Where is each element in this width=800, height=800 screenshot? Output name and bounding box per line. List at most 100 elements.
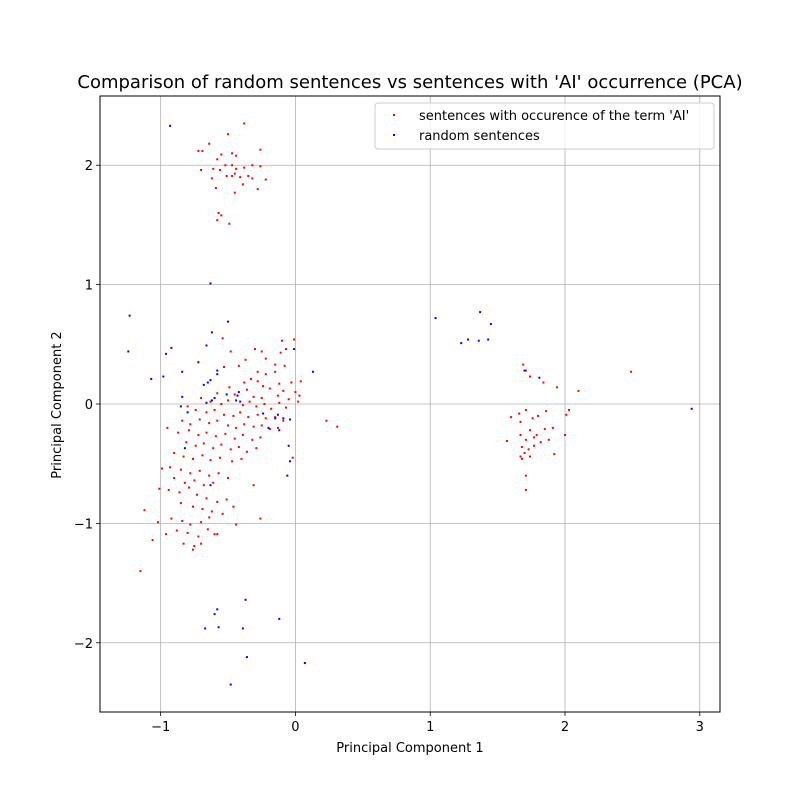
random-sentence-point [293,348,296,351]
ai-sentence-point [555,386,558,389]
ai-sentence-point [209,459,212,462]
ai-sentence-point [241,183,244,186]
ai-sentence-point [185,441,188,444]
ai-sentence-point [260,397,263,400]
ai-sentence-point [208,516,211,519]
ai-sentence-point [231,152,234,155]
ai-sentence-point [212,447,215,450]
ai-sentence-point [279,351,282,354]
ai-sentence-point [224,164,227,167]
ai-sentence-point [245,450,248,453]
random-sentence-point [311,370,314,373]
ai-sentence-point [522,363,525,366]
random-sentence-point [209,282,212,285]
ai-sentence-point [506,440,509,443]
ai-sentence-point [151,539,154,542]
random-sentence-point [181,370,184,373]
legend-label-ai: sentences with occurence of the term 'AI… [419,109,689,124]
ai-sentence-point [251,438,254,441]
random-sentence-point [181,395,184,398]
ai-sentence-point [247,174,250,177]
ai-sentence-point [196,493,199,496]
ai-sentence-point [143,509,146,512]
y-tick-label: −2 [74,637,93,652]
ai-sentence-point [577,389,580,392]
ai-sentence-point [255,447,258,450]
random-sentence-point [225,393,228,396]
ai-sentence-point [213,408,216,411]
random-sentence-point [162,375,165,378]
ai-sentence-point [228,222,231,225]
ai-sentence-point [183,481,186,484]
ai-sentence-point [519,420,522,423]
ai-sentence-point [282,419,285,422]
grid-lines [100,96,720,712]
ai-sentence-point [178,491,181,494]
random-sentence-point [434,317,437,320]
ai-sentence-point [531,417,534,420]
ai-sentence-point [181,419,184,422]
random-sentence-point [282,417,285,420]
ai-sentence-point [220,153,223,156]
ai-sentence-point [293,338,296,341]
ai-sentence-point [201,149,204,152]
ai-sentence-point [200,521,203,524]
ai-sentence-point [243,381,246,384]
random-sentence-point [237,391,240,394]
ai-sentence-point [264,178,267,181]
ai-sentence-point [202,442,205,445]
random-sentence-point [244,598,247,601]
ai-sentence-point [241,404,244,407]
random-sentence-point [169,124,172,127]
random-sentence-point [460,342,463,345]
random-sentence-point [183,447,186,450]
x-axis-label: Principal Component 1 [336,741,483,756]
ai-sentence-point [175,529,178,532]
ai-sentence-point [193,545,196,548]
ai-sentence-point [200,397,203,400]
random-sentence-point [489,323,492,326]
ai-sentence-point [247,416,250,419]
ai-sentence-point [181,519,184,522]
ai-sentence-point [251,177,254,180]
ai-sentence-point [233,172,236,175]
random-sentence-point [289,460,292,463]
ai-sentence-point [233,191,236,194]
ai-sentence-point [519,455,522,458]
ai-sentence-point [244,358,247,361]
ai-sentence-point [523,451,526,454]
random-sentence-point [286,474,289,477]
ai-sentence-point [233,437,236,440]
legend-marker-random [393,134,395,136]
ai-sentence-point [533,436,535,439]
ai-sentence-point [264,357,267,360]
random-sentence-point [165,352,168,355]
legend-box [374,102,715,150]
ai-sentence-point [179,502,182,505]
ai-sentence-point [259,148,262,151]
ai-sentence-point [187,486,190,489]
ai-sentence-point [210,177,213,180]
ai-sentence-point [519,434,522,437]
ai-sentence-point [264,417,267,420]
random-sentence-point [276,413,279,416]
ai-sentence-point [256,380,259,383]
ai-sentence-point [214,435,217,438]
random-sentence-point [690,407,693,410]
random-sentence-point [523,369,526,372]
ai-sentence-point [200,542,203,545]
ai-sentence-point [229,448,232,451]
random-sentence-point [213,613,216,616]
random-sentence-point [202,383,205,386]
ai-sentence-point [259,436,262,439]
random-sentence-point [197,361,200,364]
ai-sentence-point [173,451,176,454]
ai-sentence-point [527,448,530,451]
ai-sentence-point [197,434,200,437]
ai-sentence-point [218,456,221,459]
ai-sentence-point [252,484,255,487]
data-points [127,122,693,686]
random-sentence-point [262,412,265,415]
ai-sentence-point [241,434,244,437]
ai-sentence-point [524,438,527,441]
